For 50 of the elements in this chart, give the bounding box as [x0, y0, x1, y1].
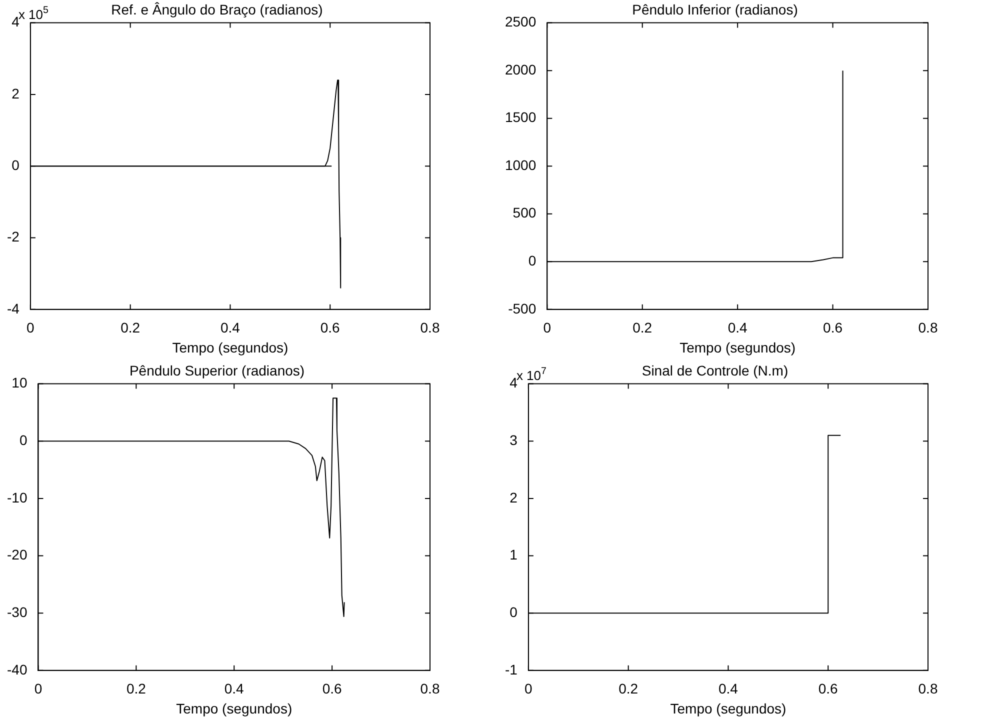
- y-tick-label: 3: [510, 432, 518, 448]
- x-axis-title: Tempo (segundos): [172, 339, 288, 356]
- x-tick-label: 0.8: [918, 320, 938, 336]
- x-tick-label: 0.2: [120, 320, 140, 336]
- x-axis-title: Tempo (segundos): [176, 700, 292, 716]
- x-tick-label: 0.6: [322, 680, 342, 697]
- y-tick-label: 1: [510, 546, 518, 563]
- x-tick-label: 0: [34, 680, 42, 697]
- x-axis-title: Tempo (segundos): [670, 700, 786, 716]
- y-tick-label: 0: [19, 432, 28, 448]
- y-tick-label: 4: [12, 14, 20, 30]
- chart-title: Ref. e Ângulo do Braço (radianos): [111, 1, 323, 18]
- x-tick-label: 0.6: [818, 680, 838, 697]
- y-tick-label: -10: [7, 489, 28, 506]
- chart-title: Sinal de Controle (N.m): [642, 362, 788, 378]
- y-tick-label: -40: [7, 661, 28, 678]
- y-tick-label: -1: [504, 661, 518, 678]
- x-tick-label: 0.2: [632, 320, 652, 336]
- y-tick-label: -500: [508, 300, 536, 316]
- chart-title: Pêndulo Superior (radianos): [129, 362, 305, 378]
- y-tick-label: -2: [6, 228, 20, 245]
- y-tick-label: 4: [510, 374, 518, 391]
- x-tick-label: 0.4: [718, 680, 738, 697]
- y-tick-label: -30: [7, 604, 28, 620]
- x-tick-label: 0.6: [823, 320, 843, 336]
- y-tick-label: -4: [6, 300, 20, 316]
- y-tick-label: 0: [528, 252, 536, 268]
- y-tick-label: 2000: [504, 61, 536, 78]
- y-tick-label: 1500: [504, 109, 536, 126]
- y-tick-label: 1000: [504, 156, 536, 173]
- y-tick-label: 2500: [504, 14, 536, 30]
- x-tick-label: 0.8: [918, 680, 938, 697]
- x-tick-label: 0.2: [618, 680, 638, 697]
- x-tick-label: 0.8: [420, 680, 440, 697]
- y-tick-label: -20: [7, 546, 28, 563]
- x-tick-label: 0.4: [224, 680, 244, 697]
- x-tick-label: 0.2: [126, 680, 146, 697]
- y-tick-label: 500: [512, 204, 536, 221]
- y-tick-label: 2: [12, 85, 20, 102]
- x-tick-label: 0.4: [728, 320, 748, 336]
- chart-title: Pêndulo Inferior (radianos): [632, 1, 798, 18]
- x-tick-label: 0.6: [320, 320, 340, 336]
- x-tick-label: 0.4: [220, 320, 240, 336]
- y-tick-label: 0: [510, 604, 518, 620]
- x-axis-title: Tempo (segundos): [680, 339, 796, 356]
- x-tick-label: 0.8: [420, 320, 440, 336]
- y-tick-label: 2: [510, 489, 518, 506]
- x-tick-label: 0: [543, 320, 552, 336]
- y-tick-label: 0: [12, 156, 20, 173]
- y-tick-label: 10: [12, 374, 28, 391]
